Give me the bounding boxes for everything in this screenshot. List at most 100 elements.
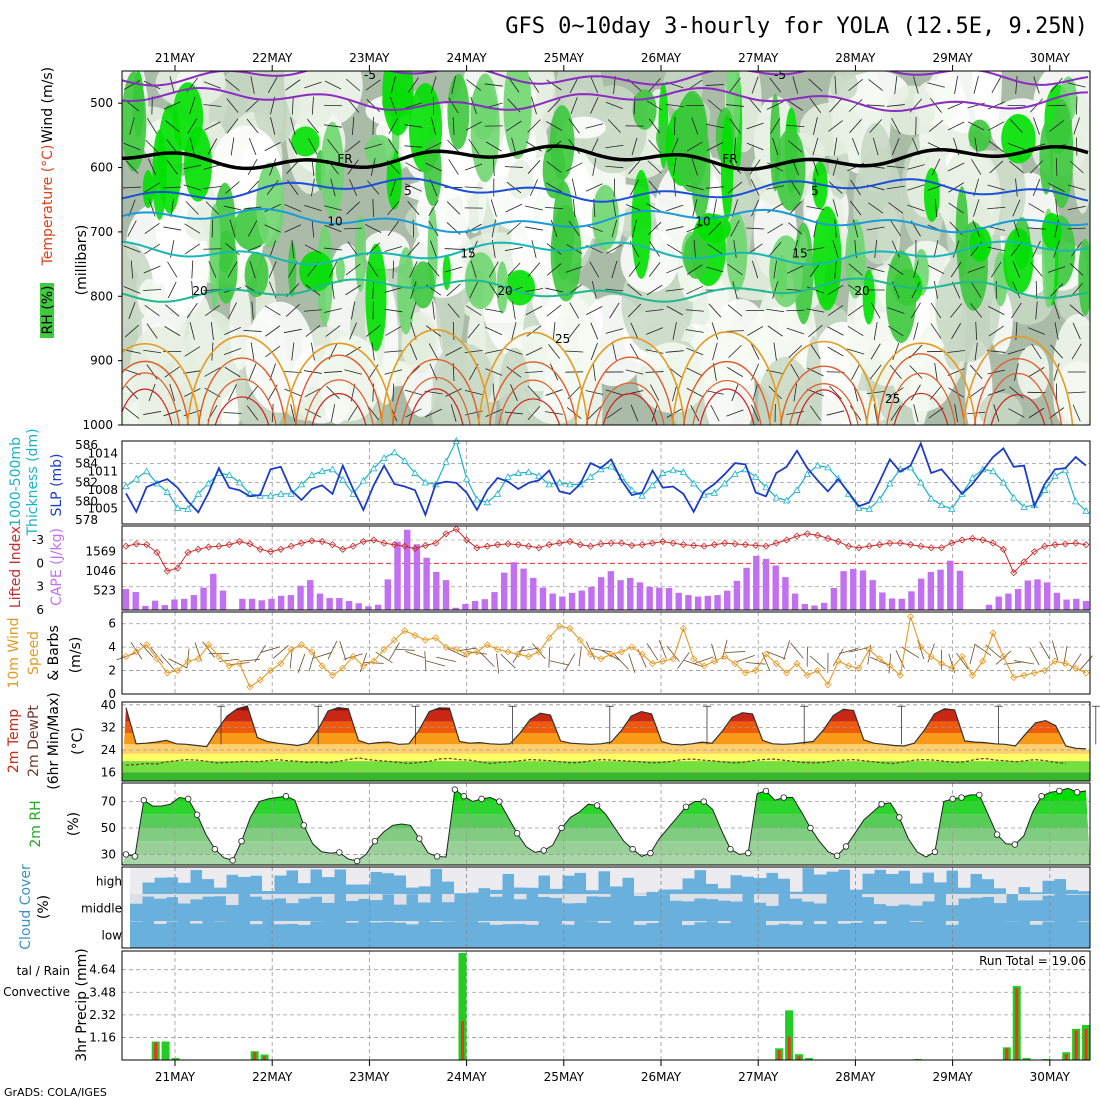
cape-bar — [452, 607, 459, 610]
wind-barb — [511, 322, 517, 340]
wind-speed-marker — [205, 641, 213, 649]
rh-marker — [185, 795, 192, 803]
wind-barb — [585, 123, 604, 129]
precip-legend-total: tal / Rain — [17, 964, 70, 978]
wind-barb — [611, 219, 618, 238]
li-marker — [752, 541, 760, 550]
rh-marker — [931, 848, 939, 855]
panel-frames — [121, 65, 1091, 1066]
wind-barb — [578, 646, 582, 667]
wind-speed-marker — [432, 634, 440, 642]
wind-barb — [565, 266, 583, 273]
li-marker — [968, 534, 977, 543]
slp-tick: 1014 — [87, 446, 118, 460]
wind-barb — [630, 404, 639, 422]
cloud-gap — [310, 894, 323, 897]
wind-speed-marker — [597, 655, 605, 663]
wind-barb — [727, 263, 743, 276]
thickness-marker — [225, 471, 233, 478]
wind-speed-marker — [999, 652, 1007, 661]
cape-bar — [694, 596, 702, 610]
wind-barb — [385, 326, 402, 336]
wind-barb — [570, 96, 578, 115]
wind-barb — [464, 389, 483, 396]
wind-barb — [405, 408, 422, 418]
date-label-top: 24MAY — [446, 51, 487, 65]
thickness-marker — [142, 467, 151, 475]
wind-barb — [428, 200, 439, 216]
cloud-gap — [586, 894, 599, 897]
panel-frame — [121, 782, 1091, 866]
li-marker — [1072, 539, 1080, 547]
wind-barb — [1014, 363, 1019, 381]
li-marker — [586, 542, 595, 550]
wind-barb — [508, 77, 520, 93]
isotherm-label: 20 — [497, 284, 512, 298]
wind-barb — [372, 198, 374, 218]
cloud-gap — [178, 867, 191, 883]
wind-barb — [729, 118, 741, 134]
wind-barb — [365, 79, 381, 91]
cloud-gap — [190, 921, 203, 924]
cape-bar — [850, 568, 857, 610]
wind-barb — [568, 118, 580, 134]
wind-barb — [125, 160, 139, 174]
wind-barb — [829, 98, 842, 113]
cloud-gap — [922, 867, 935, 873]
rh-band — [122, 814, 1090, 828]
wind-barb — [285, 79, 301, 91]
cloud-gap — [874, 921, 887, 924]
wind-barb — [851, 363, 861, 381]
rh-contour-high — [696, 214, 731, 243]
thickness-marker — [277, 489, 285, 497]
wind-barb — [587, 406, 602, 420]
wind-barb — [787, 265, 804, 274]
wind-barb — [809, 405, 821, 421]
thickness-marker — [1010, 493, 1018, 501]
wind-barb — [496, 653, 500, 674]
cloud-gap — [1066, 894, 1079, 895]
cloud-gap — [346, 894, 359, 901]
wind-barb — [814, 178, 817, 197]
thickness-marker — [297, 480, 306, 488]
rh-marker — [896, 814, 903, 821]
cloud-gap — [454, 867, 467, 894]
thickness-marker — [648, 481, 657, 489]
wind-barb — [345, 140, 361, 153]
wind-barb — [670, 138, 679, 155]
wind-barb — [407, 200, 420, 216]
slp-tick: 1008 — [87, 483, 118, 497]
wind-barb — [571, 178, 577, 197]
wind-speed-marker — [576, 636, 584, 644]
wind-barb — [525, 347, 543, 356]
wind-barb — [467, 651, 487, 655]
wind-barb — [866, 104, 885, 107]
cloud-gap — [718, 921, 731, 924]
temp-band-base — [122, 772, 1090, 781]
cloud-gap — [1042, 867, 1055, 881]
rh-marker — [122, 851, 130, 858]
wind-barb — [666, 204, 684, 212]
wind-barb — [849, 200, 862, 216]
wind-barb — [349, 322, 357, 340]
wind-barb — [128, 301, 136, 320]
wind-speed-marker — [246, 683, 254, 691]
wind-barb — [550, 219, 558, 238]
wind-barb — [203, 186, 222, 189]
wind-barb — [485, 326, 503, 336]
wind-barb — [605, 288, 624, 292]
wind-barb — [324, 224, 342, 233]
cloud-gap — [694, 921, 707, 923]
thickness-marker — [731, 470, 739, 477]
wind-barb — [147, 118, 158, 134]
wind-barb — [446, 283, 461, 297]
wind-barb — [165, 119, 180, 133]
cloud-gap — [682, 867, 695, 879]
wind-barb — [123, 349, 141, 354]
wind-barb — [950, 303, 963, 318]
rh-contour-low — [847, 271, 865, 389]
cape-bar — [1024, 580, 1032, 610]
li-marker — [525, 542, 533, 550]
wind-barb — [721, 639, 728, 660]
